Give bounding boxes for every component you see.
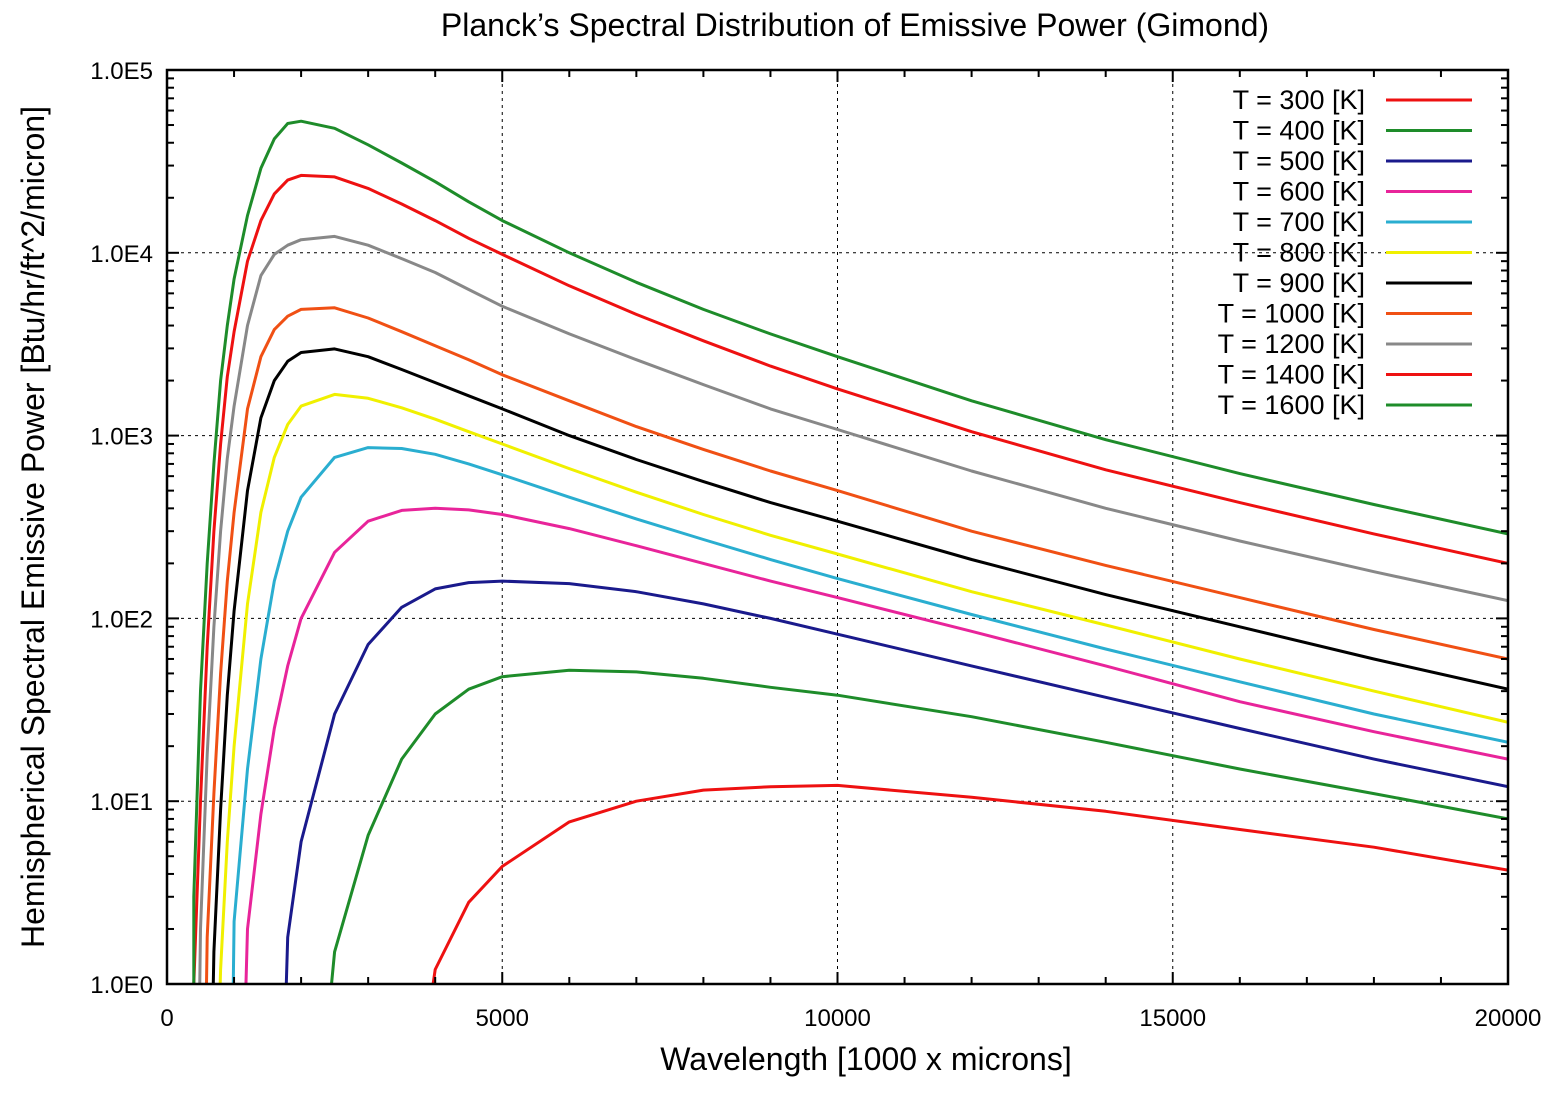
y-tick-label: 1.0E3	[90, 424, 153, 451]
legend: T = 300 [K]T = 400 [K]T = 500 [K]T = 600…	[1218, 85, 1472, 420]
tick-layer: 0 5000 10000 15000 20000 1.0E0 1.0E1 1.0E2 1.0E3…	[90, 58, 1541, 1032]
legend-label-0: T = 300 [K]	[1233, 85, 1365, 115]
x-tick-label: 0	[160, 1005, 173, 1032]
legend-label-5: T = 800 [K]	[1233, 238, 1365, 268]
series-line-3	[244, 506, 1508, 984]
series-line-4	[231, 446, 1508, 984]
x-tick-label: 5000	[476, 1005, 529, 1032]
chart-title: Planck’s Spectral Distribution of Emissi…	[441, 7, 1269, 43]
legend-label-9: T = 1400 [K]	[1218, 360, 1365, 390]
y-tick-label: 1.0E1	[90, 789, 153, 816]
legend-label-3: T = 600 [K]	[1233, 177, 1365, 207]
x-axis-label: Wavelength [1000 x microns]	[660, 1041, 1071, 1077]
x-tick-label: 10000	[804, 1005, 871, 1032]
series-line-2	[284, 579, 1508, 984]
y-axis-label: Hemispherical Spectral Emissive Power [B…	[15, 106, 51, 948]
series-line-1	[330, 668, 1508, 984]
series-line-0	[431, 783, 1508, 984]
series-line-5	[218, 392, 1508, 984]
series-line-6	[211, 347, 1508, 984]
legend-label-2: T = 500 [K]	[1233, 146, 1365, 176]
y-tick-label: 1.0E2	[90, 606, 153, 633]
legend-label-10: T = 1600 [K]	[1218, 390, 1365, 420]
series-line-9	[192, 173, 1508, 984]
series-line-10	[192, 119, 1508, 984]
y-tick-label: 1.0E5	[90, 58, 153, 85]
legend-label-8: T = 1200 [K]	[1218, 329, 1365, 359]
legend-label-4: T = 700 [K]	[1233, 207, 1365, 237]
legend-label-1: T = 400 [K]	[1233, 116, 1365, 146]
x-tick-label: 20000	[1475, 1005, 1542, 1032]
x-tick-label: 15000	[1139, 1005, 1206, 1032]
grid-layer	[167, 70, 1508, 984]
legend-label-7: T = 1000 [K]	[1218, 299, 1365, 329]
y-tick-label: 1.0E4	[90, 241, 153, 268]
series-layer	[192, 119, 1508, 984]
legend-label-6: T = 900 [K]	[1233, 268, 1365, 298]
series-line-7	[204, 306, 1508, 984]
series-line-8	[198, 234, 1508, 984]
y-tick-label: 1.0E0	[90, 972, 153, 999]
